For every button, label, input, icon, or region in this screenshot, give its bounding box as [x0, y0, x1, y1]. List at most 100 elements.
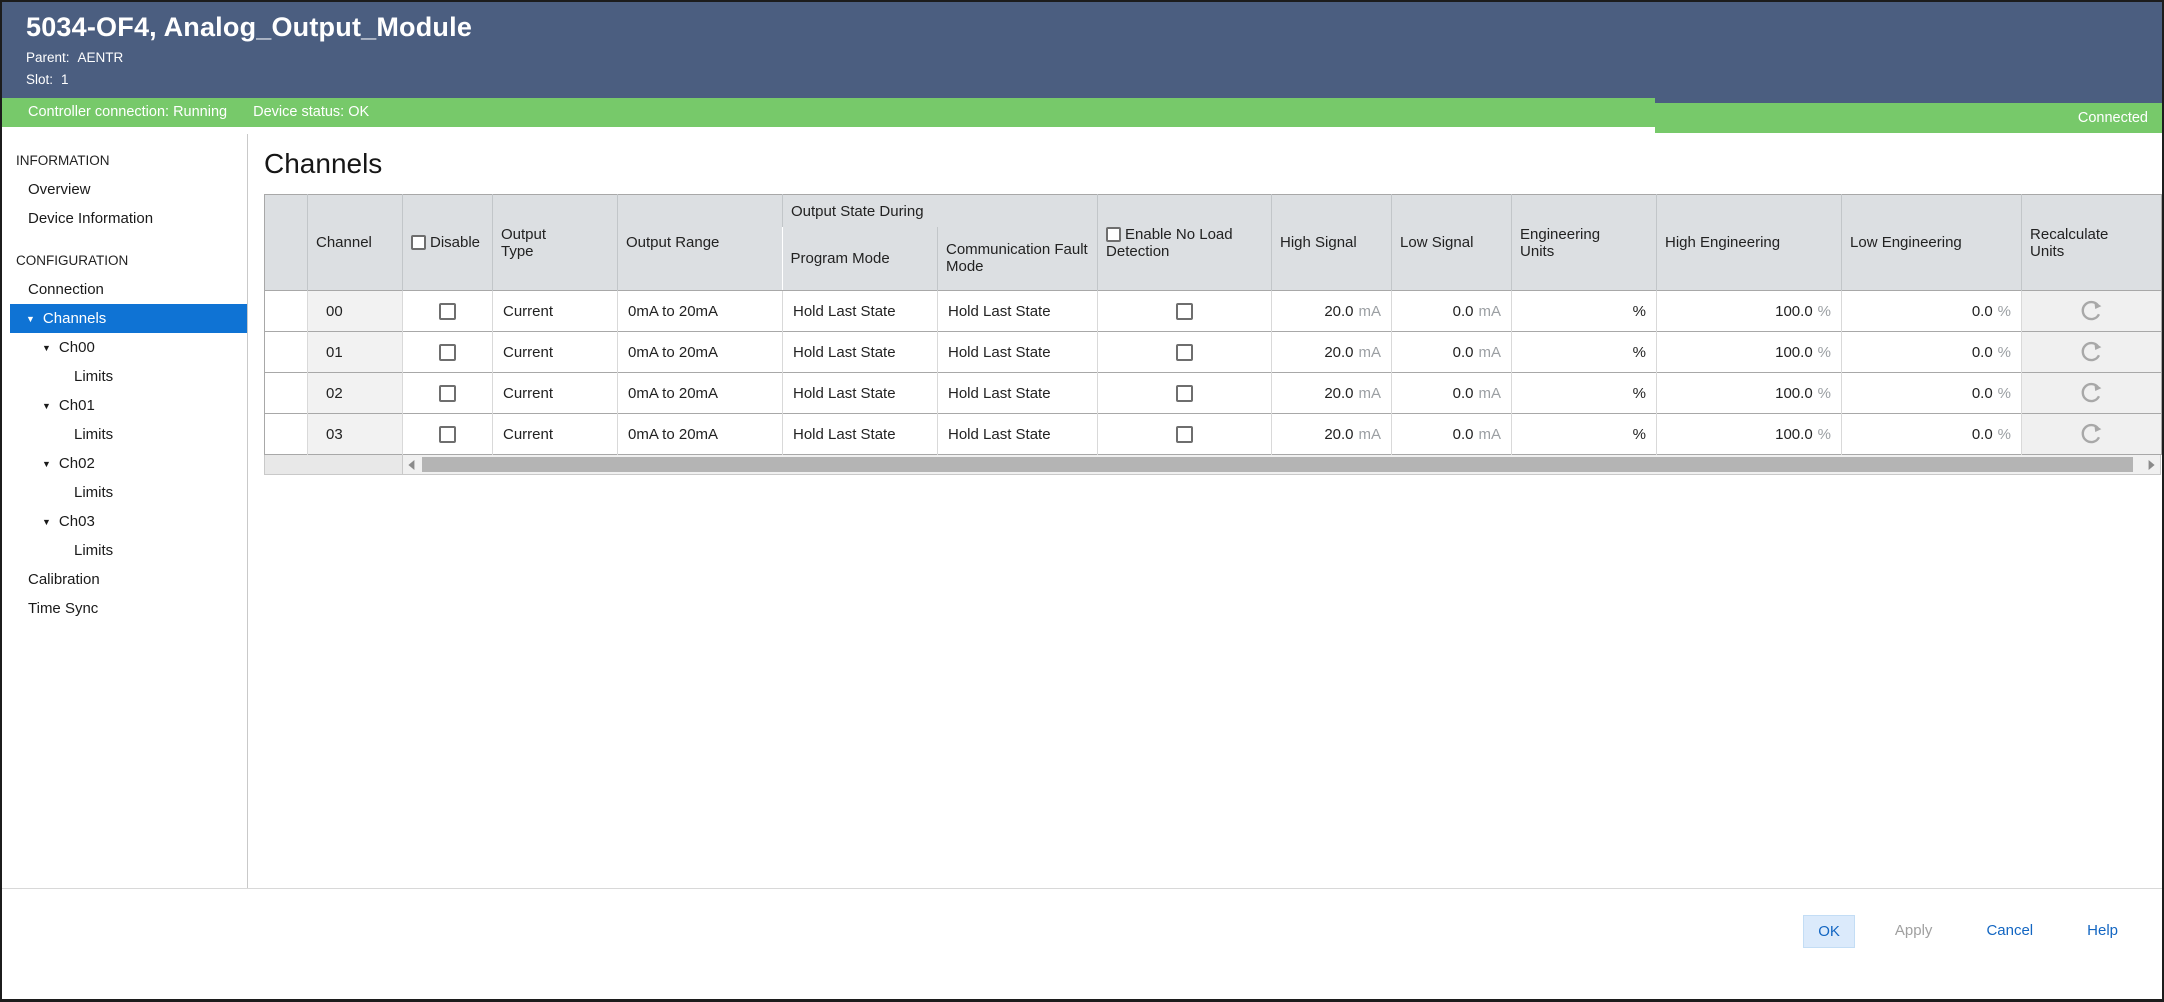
- disable-all-checkbox[interactable]: [411, 235, 426, 250]
- ok-button[interactable]: OK: [1803, 915, 1855, 948]
- high-signal-cell[interactable]: 20.0 mA: [1271, 413, 1392, 455]
- sidebar-item-device-information[interactable]: Device Information: [28, 210, 154, 227]
- program-mode-cell[interactable]: Hold Last State: [782, 331, 938, 373]
- enable-no-load-column-header: Enable No Load Detection: [1097, 194, 1272, 291]
- collapse-triangle-icon[interactable]: ▼: [42, 343, 51, 353]
- low-signal-cell[interactable]: 0.0 mA: [1391, 372, 1512, 414]
- low-signal-cell[interactable]: 0.0 mA: [1391, 413, 1512, 455]
- output-range-cell[interactable]: 0mA to 20mA: [617, 413, 783, 455]
- row-selector-header: [264, 194, 308, 291]
- recalculate-units-button[interactable]: [2078, 295, 2105, 327]
- output-type-cell[interactable]: Current: [492, 413, 618, 455]
- collapse-triangle-icon[interactable]: ▼: [26, 314, 35, 324]
- disable-checkbox[interactable]: [439, 302, 456, 320]
- high-engineering-cell[interactable]: 100.0%: [1656, 413, 1842, 455]
- scrollbar-thumb[interactable]: [422, 457, 2133, 472]
- status-bar-dark-strip: [1655, 98, 2162, 103]
- low-engineering-cell[interactable]: 0.0%: [1841, 331, 2022, 373]
- row-selector[interactable]: [264, 413, 308, 455]
- channel-cell: 02: [307, 372, 403, 414]
- cancel-button[interactable]: Cancel: [1972, 915, 2047, 946]
- engineering-units-cell[interactable]: %: [1511, 290, 1657, 332]
- high-signal-column-header: High Signal: [1271, 194, 1392, 291]
- enable-no-load-checkbox[interactable]: [1176, 425, 1194, 443]
- recalculate-units-button[interactable]: [2078, 377, 2105, 409]
- sidebar-item-ch01[interactable]: ▼ Ch01: [2, 391, 247, 420]
- sidebar-item-ch02[interactable]: ▼ Ch02: [2, 449, 247, 478]
- comm-fault-mode-cell[interactable]: Hold Last State: [936, 413, 1098, 455]
- row-selector[interactable]: [264, 372, 308, 414]
- program-mode-cell[interactable]: Hold Last State: [782, 413, 938, 455]
- apply-button[interactable]: Apply: [1881, 915, 1947, 946]
- program-mode-cell[interactable]: Hold Last State: [782, 290, 938, 332]
- channel-cell: 03: [307, 413, 403, 455]
- channel-cell: 00: [307, 290, 403, 332]
- program-mode-cell[interactable]: Hold Last State: [782, 372, 938, 414]
- refresh-icon: [2081, 300, 2102, 320]
- recalculate-units-button[interactable]: [2078, 418, 2105, 450]
- sidebar-item-ch01-limits[interactable]: Limits: [74, 426, 114, 443]
- sidebar-item-connection[interactable]: Connection: [28, 281, 104, 298]
- engineering-units-cell[interactable]: %: [1511, 331, 1657, 373]
- row-selector[interactable]: [264, 331, 308, 373]
- comm-fault-mode-cell[interactable]: Hold Last State: [936, 331, 1098, 373]
- output-range-cell[interactable]: 0mA to 20mA: [617, 290, 783, 332]
- output-type-cell[interactable]: Current: [492, 372, 618, 414]
- enable-no-load-checkbox[interactable]: [1176, 384, 1194, 402]
- low-signal-cell[interactable]: 0.0 mA: [1391, 290, 1512, 332]
- comm-fault-mode-cell[interactable]: Hold Last State: [936, 372, 1098, 414]
- disable-checkbox[interactable]: [439, 425, 456, 443]
- high-signal-cell[interactable]: 20.0 mA: [1271, 331, 1392, 373]
- output-type-cell[interactable]: Current: [492, 290, 618, 332]
- high-engineering-cell[interactable]: 100.0%: [1656, 331, 1842, 373]
- output-type-column-header: Output Type: [492, 194, 618, 291]
- scroll-right-button[interactable]: [2142, 455, 2160, 474]
- high-signal-cell[interactable]: 20.0 mA: [1271, 372, 1392, 414]
- row-selector[interactable]: [264, 290, 308, 332]
- scroll-left-arrow-icon: [408, 459, 415, 470]
- low-engineering-cell[interactable]: 0.0%: [1841, 413, 2022, 455]
- status-bar: Controller connection: Running Device st…: [2, 98, 2162, 134]
- sidebar-item-ch03-limits[interactable]: Limits: [74, 542, 114, 559]
- sidebar-item-ch00-limits[interactable]: Limits: [74, 368, 114, 385]
- engineering-units-cell[interactable]: %: [1511, 413, 1657, 455]
- high-signal-cell[interactable]: 20.0 mA: [1271, 290, 1392, 332]
- scroll-left-button[interactable]: [403, 455, 421, 474]
- collapse-triangle-icon[interactable]: ▼: [42, 459, 51, 469]
- scrollbar-corner: [265, 455, 403, 474]
- channels-table: Channel Disable Output Type Output Range…: [264, 194, 2162, 455]
- footer-button-bar: OK Apply Cancel Help: [2, 888, 2162, 999]
- low-signal-cell[interactable]: 0.0 mA: [1391, 331, 1512, 373]
- high-engineering-cell[interactable]: 100.0%: [1656, 290, 1842, 332]
- help-button[interactable]: Help: [2073, 915, 2132, 946]
- sidebar-item-overview[interactable]: Overview: [28, 181, 91, 198]
- recalculate-units-button[interactable]: [2078, 336, 2105, 368]
- sidebar-item-ch02-limits[interactable]: Limits: [74, 484, 114, 501]
- sidebar-item-calibration[interactable]: Calibration: [28, 571, 100, 588]
- high-engineering-cell[interactable]: 100.0%: [1656, 372, 1842, 414]
- scrollbar-track[interactable]: [421, 455, 2160, 474]
- disable-checkbox[interactable]: [439, 343, 456, 361]
- low-engineering-cell[interactable]: 0.0%: [1841, 290, 2022, 332]
- output-range-cell[interactable]: 0mA to 20mA: [617, 372, 783, 414]
- sidebar-item-ch03[interactable]: ▼ Ch03: [2, 507, 247, 536]
- page-title: 5034-OF4, Analog_Output_Module: [26, 12, 473, 42]
- low-engineering-cell[interactable]: 0.0%: [1841, 372, 2022, 414]
- output-range-cell[interactable]: 0mA to 20mA: [617, 331, 783, 373]
- sidebar-item-time-sync[interactable]: Time Sync: [28, 600, 99, 617]
- sidebar-item-label: Ch00: [58, 339, 95, 356]
- program-mode-column-header: Program Mode: [782, 226, 938, 291]
- comm-fault-mode-cell[interactable]: Hold Last State: [936, 290, 1098, 332]
- sidebar-item-channels[interactable]: ▼ Channels: [10, 304, 247, 333]
- channels-heading: Channels: [264, 148, 383, 179]
- enable-no-load-checkbox[interactable]: [1176, 343, 1194, 361]
- enable-no-load-checkbox[interactable]: [1176, 302, 1194, 320]
- disable-checkbox[interactable]: [439, 384, 456, 402]
- engineering-units-cell[interactable]: %: [1511, 372, 1657, 414]
- collapse-triangle-icon[interactable]: ▼: [42, 401, 51, 411]
- sidebar-item-ch00[interactable]: ▼ Ch00: [2, 333, 247, 362]
- sidebar-item-label: Ch02: [58, 455, 95, 472]
- enable-no-load-all-checkbox[interactable]: [1106, 226, 1122, 242]
- output-type-cell[interactable]: Current: [492, 331, 618, 373]
- collapse-triangle-icon[interactable]: ▼: [42, 517, 51, 527]
